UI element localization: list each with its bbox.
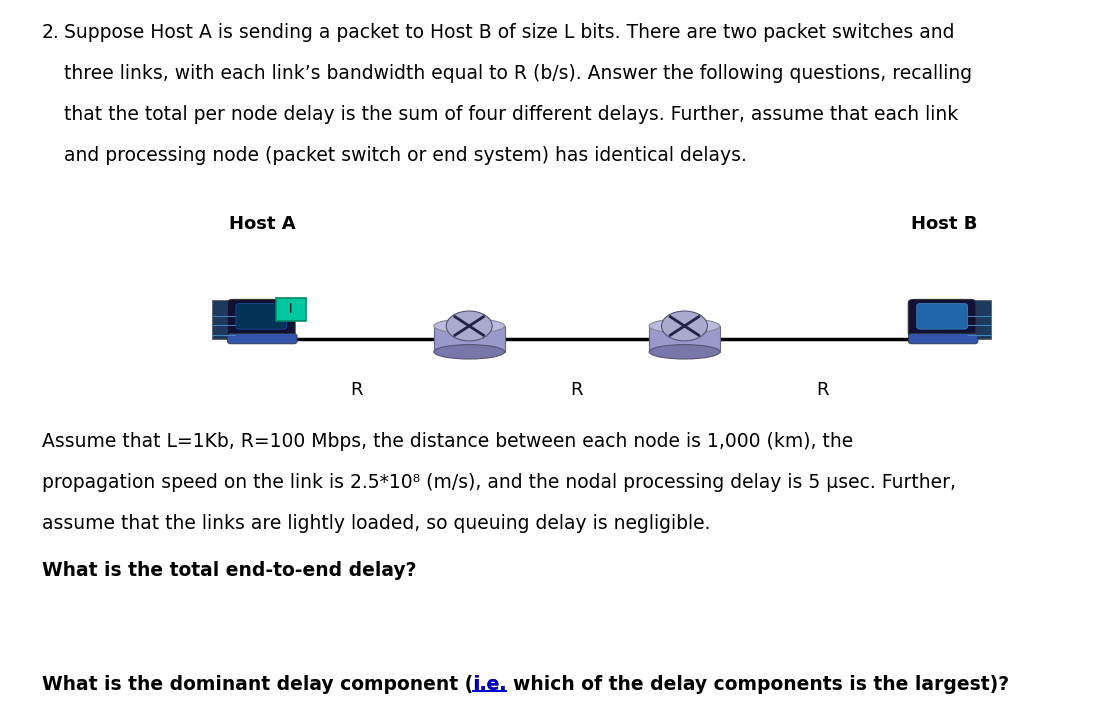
Ellipse shape xyxy=(926,335,960,338)
FancyBboxPatch shape xyxy=(212,300,235,339)
Text: Host A: Host A xyxy=(230,215,296,233)
FancyBboxPatch shape xyxy=(920,333,943,338)
FancyBboxPatch shape xyxy=(909,299,976,337)
Circle shape xyxy=(661,311,708,341)
FancyBboxPatch shape xyxy=(227,334,297,344)
Text: R: R xyxy=(571,381,583,398)
FancyBboxPatch shape xyxy=(909,334,978,344)
Text: Suppose Host A is sending a packet to Host B of size L bits. There are two packe: Suppose Host A is sending a packet to Ho… xyxy=(64,23,955,42)
Polygon shape xyxy=(649,326,720,352)
Text: that the total per node delay is the sum of four different delays. Further, assu: that the total per node delay is the sum… xyxy=(64,105,958,123)
Text: i.e.: i.e. xyxy=(474,675,507,694)
Text: What is the dominant delay component (i.e. which of the delay components is the : What is the dominant delay component (i.… xyxy=(42,675,1009,694)
Text: and processing node (packet switch or end system) has identical delays.: and processing node (packet switch or en… xyxy=(64,146,747,164)
Text: R: R xyxy=(816,381,829,398)
Ellipse shape xyxy=(649,319,720,333)
Text: three links, with each link’s bandwidth equal to R (b/s). Answer the following q: three links, with each link’s bandwidth … xyxy=(64,64,973,83)
Ellipse shape xyxy=(434,345,505,359)
FancyBboxPatch shape xyxy=(261,333,284,338)
Text: assume that the links are lightly loaded, so queuing delay is negligible.: assume that the links are lightly loaded… xyxy=(42,514,711,533)
FancyBboxPatch shape xyxy=(276,298,306,321)
FancyBboxPatch shape xyxy=(916,304,967,329)
Ellipse shape xyxy=(649,345,720,359)
Ellipse shape xyxy=(245,335,279,338)
Text: Host B: Host B xyxy=(911,215,977,233)
Polygon shape xyxy=(434,326,505,352)
Ellipse shape xyxy=(434,319,505,333)
FancyBboxPatch shape xyxy=(227,299,295,337)
Circle shape xyxy=(446,311,492,341)
Text: What is the total end-to-end delay?: What is the total end-to-end delay? xyxy=(42,561,416,580)
Text: l: l xyxy=(289,303,293,316)
Text: 2.: 2. xyxy=(42,23,60,42)
Text: Assume that L=1Kb, R=100 Mbps, the distance between each node is 1,000 (km), the: Assume that L=1Kb, R=100 Mbps, the dista… xyxy=(42,432,853,451)
Text: R: R xyxy=(350,381,362,398)
Text: propagation speed on the link is 2.5*10⁸ (m/s), and the nodal processing delay i: propagation speed on the link is 2.5*10⁸… xyxy=(42,473,956,492)
FancyBboxPatch shape xyxy=(236,304,287,329)
FancyBboxPatch shape xyxy=(968,300,991,339)
